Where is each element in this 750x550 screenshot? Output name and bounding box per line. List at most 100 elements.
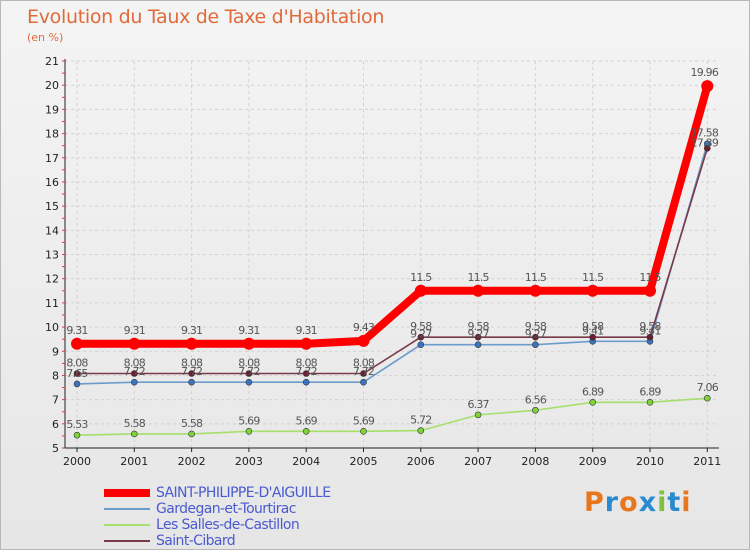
y-tick-label: 7 [52,394,59,407]
series-line-saint-cibard [76,147,709,375]
data-point-saint-cibard [131,370,138,377]
data-point-les-salles-de-castillon [302,428,310,435]
data-label: 9.58 [467,320,489,333]
y-tick-label: 12 [45,273,59,286]
data-label: 9.41 [582,324,603,337]
data-point-gardegan-et-tourtirac [245,378,253,386]
y-tick-label: 8 [52,369,59,382]
logo-letter: i [681,487,692,518]
data-label: 6.37 [467,398,489,411]
data-label: 9.58 [639,320,661,333]
x-tick-label: 2011 [693,455,721,468]
data-point-gardegan-et-tourtirac [474,341,482,349]
data-point-gardegan-et-tourtirac [302,378,310,386]
data-point-saint-philippe-d-aiguille [71,337,83,350]
data-point-gardegan-et-tourtirac [131,378,138,386]
data-point-gardegan-et-tourtirac [73,380,81,388]
data-label: 9.58 [410,320,432,333]
data-label: 7.72 [124,365,145,378]
data-label: 7.72 [238,365,259,378]
data-label: 11.5 [525,271,547,284]
data-label: 9.27 [410,328,432,341]
y-tick-label: 11 [45,297,59,310]
data-label: 7.65 [66,367,88,380]
data-point-saint-cibard [302,370,310,377]
data-point-saint-philippe-d-aiguille [644,284,656,297]
data-label: 9.31 [238,324,259,337]
data-label: 17.39 [691,136,719,149]
series-line-les-salles-de-castillon [76,397,709,436]
x-tick-label: 2004 [292,455,320,468]
data-point-les-salles-de-castillon [474,411,482,419]
y-axis-ticks: 5 6 7 8 9 10 11 12 13 14 15 16 17 18 19 20 21 [45,55,59,455]
data-point-saint-cibard [589,333,597,341]
data-point-gardegan-et-tourtirac [417,341,425,349]
data-label: 11.5 [410,271,432,284]
chart-title: Evolution du Taux de Taxe d'Habitation [27,6,385,28]
data-label: 9.27 [525,328,547,341]
data-label: 5.69 [296,414,318,427]
legend-label: Saint-Cibard [156,533,236,549]
data-label: 6.56 [525,393,547,406]
data-label: 8.08 [353,357,375,370]
logo-letter: x [638,487,658,518]
data-point-saint-cibard [703,145,711,152]
data-label: 5.69 [238,414,260,427]
logo-letter: i [657,487,668,518]
data-point-les-salles-de-castillon [532,406,539,414]
data-point-saint-cibard [245,370,253,377]
data-label: 7.72 [181,365,202,378]
x-axis-ticks: 2000 2001 2002 2003 2004 2005 2006 2007 2008 2009… [63,448,721,468]
data-point-les-salles-de-castillon [245,428,253,435]
x-tick-label: 2010 [636,455,664,468]
data-point-saint-philippe-d-aiguille [414,284,427,297]
data-point-gardegan-et-tourtirac [188,378,195,386]
data-point-saint-cibard [532,333,539,341]
y-tick-label: 6 [52,418,59,431]
data-label: 6.89 [639,385,661,398]
data-point-saint-cibard [474,333,482,341]
data-point-saint-cibard [417,333,425,341]
data-point-les-salles-de-castillon [417,427,425,434]
series-line-gardegan-et-tourtirac [76,142,709,385]
y-tick-label: 18 [45,128,59,141]
logo-letter: o [619,487,639,518]
x-tick-label: 2007 [464,455,492,468]
legend-swatch [104,524,150,526]
data-point-saint-philippe-d-aiguille [472,284,485,297]
y-tick-label: 14 [45,224,59,237]
data-point-saint-philippe-d-aiguille [185,337,198,350]
data-point-saint-philippe-d-aiguille [242,337,255,350]
data-label: 6.89 [582,385,604,398]
chart-subtitle: (en %) [27,31,64,44]
data-label: 9.58 [525,320,547,333]
data-point-saint-philippe-d-aiguille [586,284,599,297]
y-tick-label: 10 [45,321,59,334]
y-tick-label: 13 [45,249,59,262]
data-point-les-salles-de-castillon [73,431,81,439]
data-label: 5.69 [353,414,375,427]
axes [62,59,719,449]
proxiti-logo: Proxiti [584,487,692,518]
data-label: 9.31 [124,324,145,337]
data-label: 5.58 [181,417,203,430]
data-label: 5.72 [410,414,431,427]
series-group [71,80,714,439]
data-label: 9.27 [467,328,489,341]
data-label: 8.08 [238,357,260,370]
data-point-saint-cibard [360,370,367,377]
data-point-saint-philippe-d-aiguille [701,80,714,93]
data-label: 19.96 [691,66,719,79]
data-label: 9.41 [639,324,660,337]
data-point-saint-philippe-d-aiguille [300,337,313,350]
data-point-les-salles-de-castillon [131,430,138,438]
y-tick-label: 16 [45,176,59,189]
x-tick-label: 2005 [350,455,378,468]
data-labels: 5.53 5.58 5.58 5.69 5.69 5.69 5.72 6.37 6.56 6.89… [66,66,719,431]
logo-letter: t [667,487,682,518]
data-label: 9.31 [66,324,87,337]
legend-label: SAINT-PHILIPPE-D'AIGUILLE [156,485,331,501]
data-label: 17.58 [691,127,719,140]
data-label: 9.31 [181,324,202,337]
x-tick-label: 2001 [120,455,148,468]
